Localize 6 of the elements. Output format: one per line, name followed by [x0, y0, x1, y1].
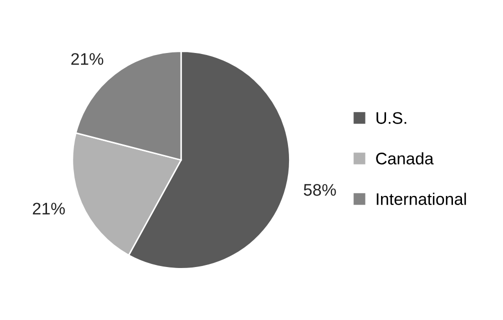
data-label: 58% — [304, 184, 336, 196]
legend-label: International — [376, 192, 466, 206]
data-label: 21% — [71, 53, 104, 65]
legend-label: Canada — [376, 152, 434, 164]
data-label: 21% — [32, 202, 65, 214]
legend-label: U.S. — [376, 112, 406, 124]
